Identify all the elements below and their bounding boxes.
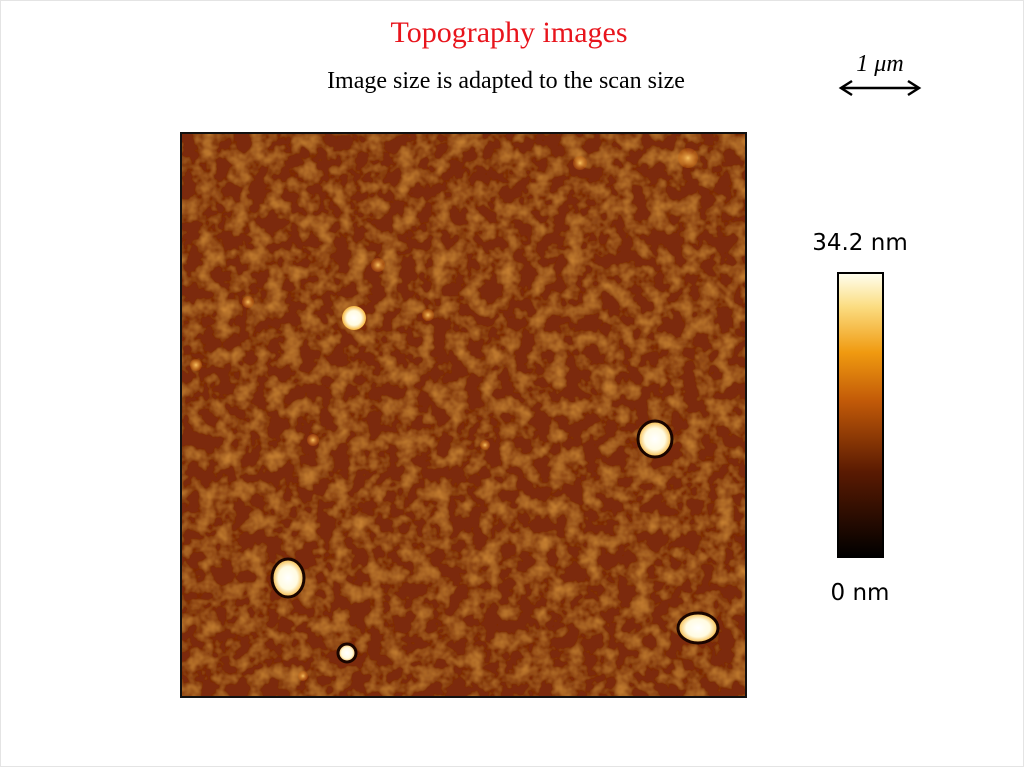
title: Topography images (390, 16, 627, 49)
colorbar-max-label: 34.2 nm (812, 230, 908, 256)
topography-image (180, 132, 747, 698)
scale-bar (838, 79, 922, 97)
colorbar (837, 272, 884, 558)
scale-bar-label: 1 μm (856, 51, 903, 77)
colorbar-min-label: 0 nm (831, 580, 890, 606)
subtitle: Image size is adapted to the scan size (327, 68, 685, 94)
